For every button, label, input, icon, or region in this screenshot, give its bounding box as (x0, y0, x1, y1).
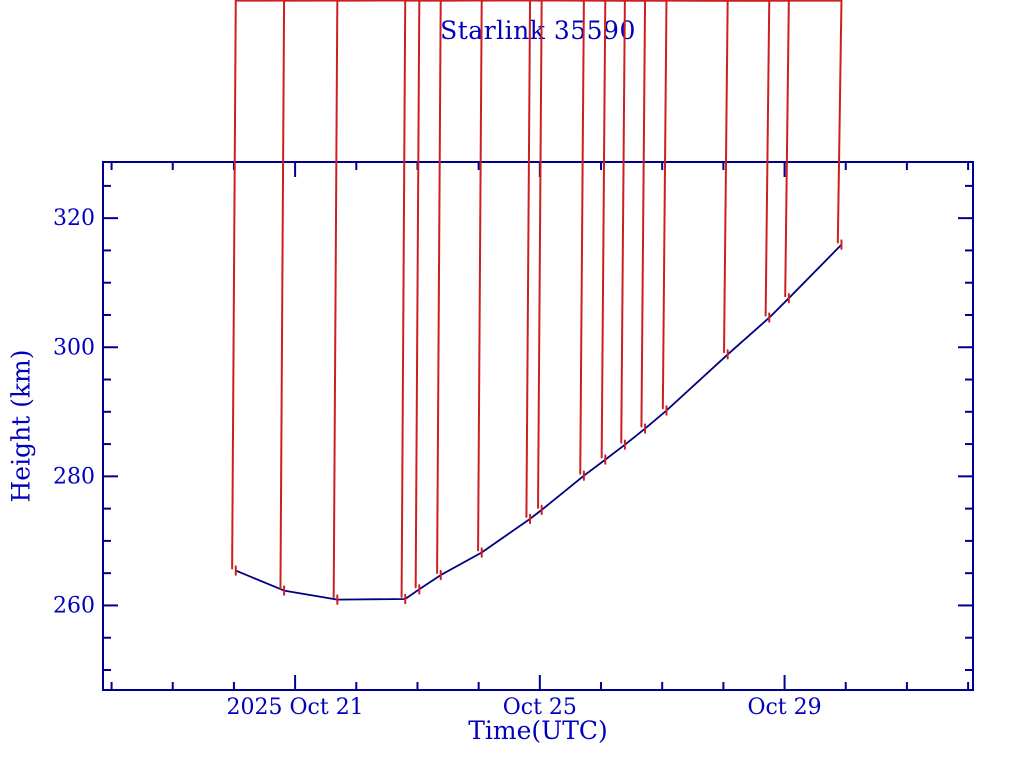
x-tick-label: Oct 29 (747, 695, 821, 720)
x-tick-label: Oct 25 (503, 695, 577, 720)
data-point-marker (316, 0, 771, 323)
data-point-marker (332, 0, 601, 605)
data-point-marker (443, 0, 626, 450)
plot-frame (102, 161, 974, 691)
height-series-line (235, 243, 843, 601)
chart-title: Starlink 35590 (440, 16, 636, 45)
y-tick-label: 280 (53, 464, 95, 489)
y-tick-label: 260 (53, 593, 95, 618)
data-point-marker (243, 0, 843, 250)
y-tick-label: 300 (53, 335, 95, 360)
x-axis-label: Time(UTC) (468, 716, 608, 745)
data-point-marker (427, 0, 647, 434)
data-point-marker (508, 0, 543, 516)
data-point-marker (297, 0, 790, 304)
data-point-marker (517, 0, 532, 525)
data-point-marker (400, 0, 600, 605)
x-tick-label: 2025 Oct 21 (227, 695, 364, 720)
data-point-marker (436, 0, 577, 581)
data-point-marker (279, 0, 592, 596)
y-tick-label: 320 (53, 206, 95, 231)
data-point-marker (414, 0, 591, 595)
